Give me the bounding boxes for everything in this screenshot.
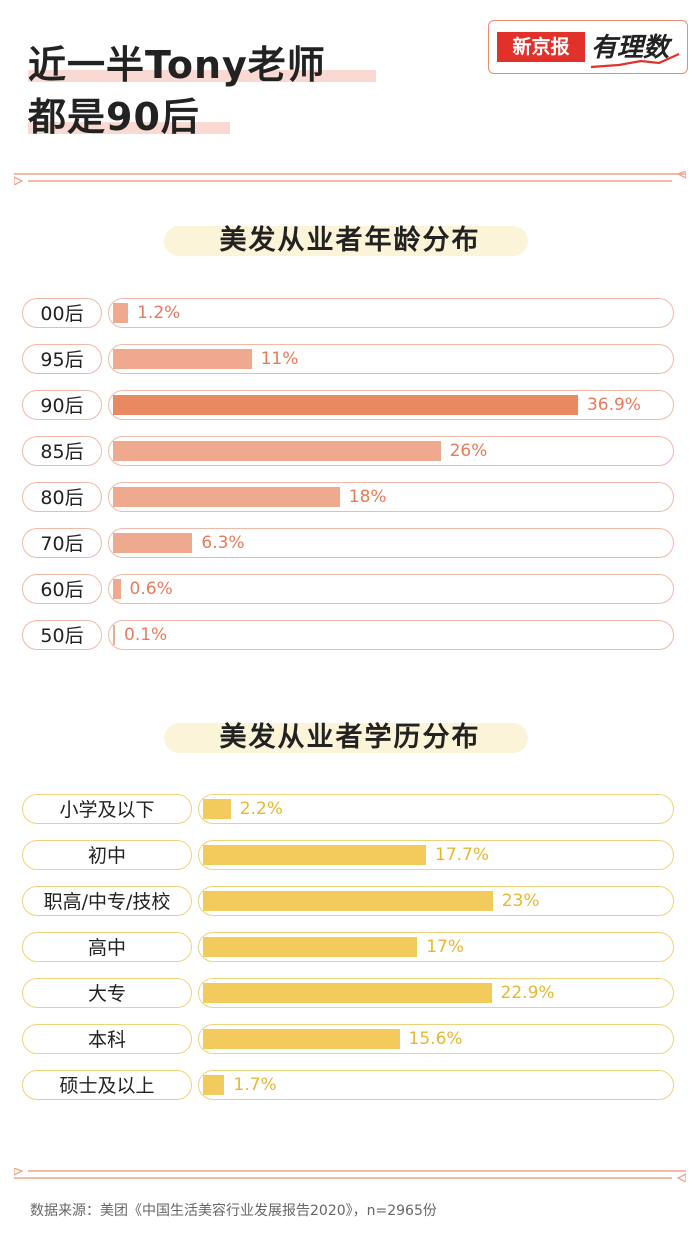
age-bar [113,487,340,507]
edu-value-label: 17% [426,937,464,957]
age-bar [113,395,578,415]
edu-value-label: 23% [501,891,540,911]
age-category-label: 50后 [22,620,102,650]
age-bar-track [108,528,674,558]
edu-value-label: 15.6% [408,1029,463,1049]
edu-bar [203,845,427,865]
age-value-label: 1.2% [137,303,181,323]
age-value-label: 0.1% [124,625,168,645]
age-section-title: 美发从业者年龄分布 [219,225,481,256]
edu-bar [203,891,493,911]
edu-bar-track [198,1070,674,1100]
age-bar [113,625,115,645]
edu-category-label: 硕士及以上 [22,1070,192,1100]
edu-bar [203,799,231,819]
age-value-label: 0.6% [129,579,173,599]
page-title-line-1: 近一半Tony老师 [28,43,326,87]
edu-category-label: 小学及以下 [22,794,192,824]
edu-bar [203,983,492,1003]
age-category-label: 60后 [22,574,102,604]
age-bar-track [108,620,674,650]
title-highlight-2 [28,122,230,134]
brand-logo-name: 新京报 [497,32,585,62]
age-category-label: 70后 [22,528,102,558]
logo-trend-icon [590,52,680,69]
edu-section-title-bg [164,723,528,753]
edu-category-label: 职高/中专/技校 [22,886,192,916]
age-value-label: 11% [260,349,299,369]
age-category-label: 95后 [22,344,102,374]
edu-value-label: 17.7% [435,845,490,865]
edu-value-label: 22.9% [500,983,555,1003]
edu-bar-track [198,794,674,824]
age-value-label: 26% [449,441,488,461]
edu-category-label: 高中 [22,932,192,962]
age-value-label: 6.3% [201,533,245,553]
age-category-label: 00后 [22,298,102,328]
age-bar [113,533,193,553]
age-category-label: 90后 [22,390,102,420]
brand-logo-sub: 有理数 [591,33,670,63]
top-divider [14,171,686,185]
edu-bar [203,1029,400,1049]
age-section-title-bg [164,226,528,256]
age-bar [113,303,129,323]
edu-section-title: 美发从业者学历分布 [219,722,481,753]
age-category-label: 85后 [22,436,102,466]
edu-bar [203,1075,225,1095]
age-bar [113,441,441,461]
edu-value-label: 2.2% [239,799,283,819]
age-bar [113,349,252,369]
page-title-line-2: 都是90后 [28,95,200,139]
data-source: 数据来源：美团《中国生活美容行业发展报告2020》，n=2965份 [30,1203,437,1219]
edu-category-label: 初中 [22,840,192,870]
age-value-label: 18% [348,487,387,507]
edu-category-label: 本科 [22,1024,192,1054]
age-bar [113,579,121,599]
edu-bar [203,937,418,957]
age-bar-track [108,574,674,604]
age-category-label: 80后 [22,482,102,512]
brand-logo: 新京报 有理数 [488,20,688,74]
edu-category-label: 大专 [22,978,192,1008]
edu-value-label: 1.7% [233,1075,277,1095]
bottom-divider [14,1168,686,1182]
age-value-label: 36.9% [586,395,641,415]
age-bar-track [108,298,674,328]
title-highlight-1 [28,70,376,82]
